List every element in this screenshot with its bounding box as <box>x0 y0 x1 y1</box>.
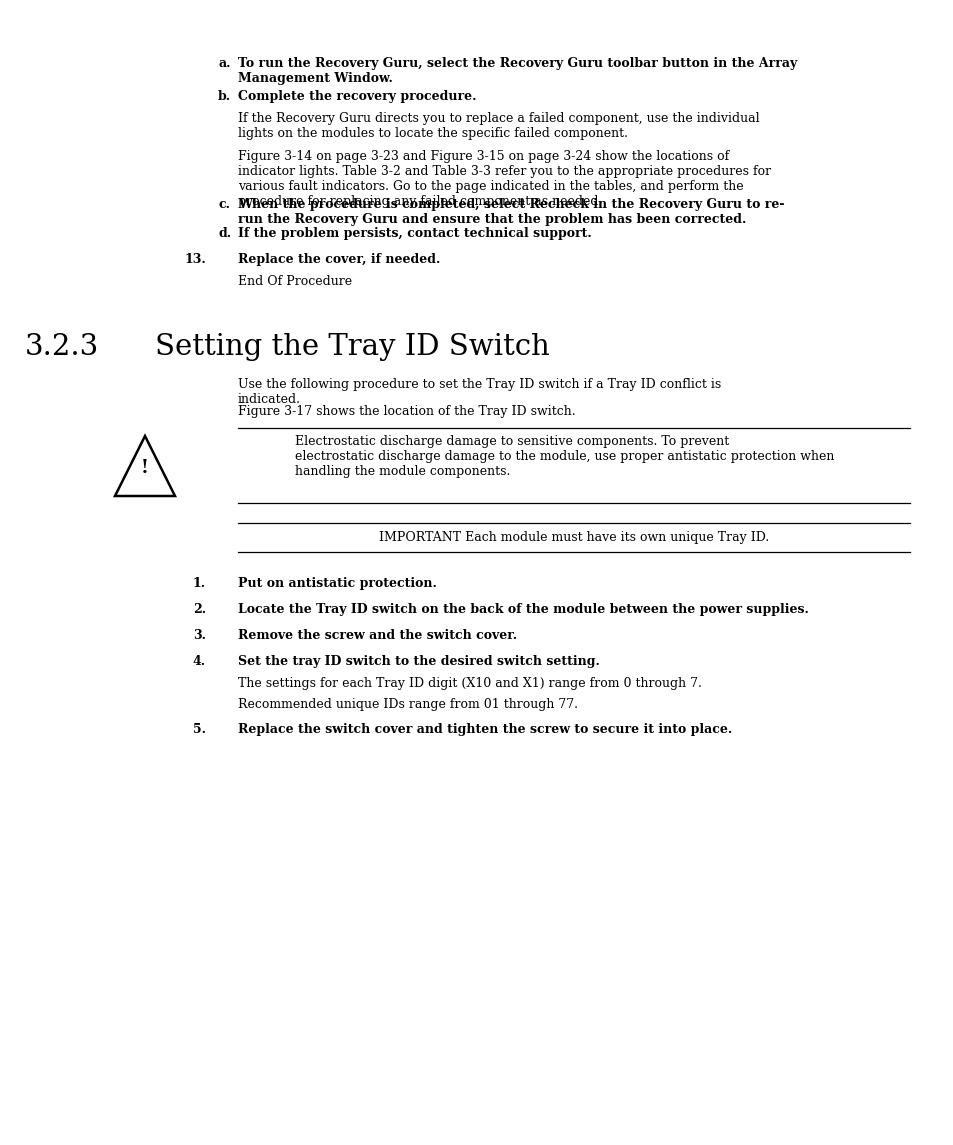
Text: d.: d. <box>218 227 231 240</box>
Text: 1.: 1. <box>193 577 206 590</box>
Text: !: ! <box>141 459 149 477</box>
Text: Replace the cover, if needed.: Replace the cover, if needed. <box>237 253 440 266</box>
Text: 3.: 3. <box>193 629 206 642</box>
Text: 2.: 2. <box>193 603 206 616</box>
Text: IMPORTANT Each module must have its own unique Tray ID.: IMPORTANT Each module must have its own … <box>378 531 768 545</box>
Text: End Of Procedure: End Of Procedure <box>237 275 352 289</box>
Text: Complete the recovery procedure.: Complete the recovery procedure. <box>237 90 476 103</box>
Text: Figure 3-14 on page 3-23 and Figure 3-15 on page 3-24 show the locations of
indi: Figure 3-14 on page 3-23 and Figure 3-15… <box>237 150 770 208</box>
Text: Recommended unique IDs range from 01 through 77.: Recommended unique IDs range from 01 thr… <box>237 698 578 711</box>
Text: Electrostatic discharge damage to sensitive components. To prevent
electrostatic: Electrostatic discharge damage to sensit… <box>294 435 834 477</box>
Text: Use the following procedure to set the Tray ID switch if a Tray ID conflict is
i: Use the following procedure to set the T… <box>237 378 720 406</box>
Text: Remove the screw and the switch cover.: Remove the screw and the switch cover. <box>237 629 517 642</box>
Text: 3.2.3: 3.2.3 <box>25 333 99 361</box>
Text: To run the Recovery Guru, select the Recovery Guru toolbar button in the Array
M: To run the Recovery Guru, select the Rec… <box>237 57 797 85</box>
Text: a.: a. <box>218 57 231 70</box>
Text: 5.: 5. <box>193 722 206 736</box>
Text: Put on antistatic protection.: Put on antistatic protection. <box>237 577 436 590</box>
Text: Locate the Tray ID switch on the back of the module between the power supplies.: Locate the Tray ID switch on the back of… <box>237 603 808 616</box>
Text: Replace the switch cover and tighten the screw to secure it into place.: Replace the switch cover and tighten the… <box>237 722 732 736</box>
Text: The settings for each Tray ID digit (X10 and X1) range from 0 through 7.: The settings for each Tray ID digit (X10… <box>237 677 701 690</box>
Text: When the procedure is completed, select Recheck in the Recovery Guru to re-
run : When the procedure is completed, select … <box>237 198 783 226</box>
Text: c.: c. <box>218 198 230 211</box>
Text: If the problem persists, contact technical support.: If the problem persists, contact technic… <box>237 227 591 240</box>
Text: Set the tray ID switch to the desired switch setting.: Set the tray ID switch to the desired sw… <box>237 655 599 668</box>
Text: Figure 3-17 shows the location of the Tray ID switch.: Figure 3-17 shows the location of the Tr… <box>237 405 575 418</box>
Text: If the Recovery Guru directs you to replace a failed component, use the individu: If the Recovery Guru directs you to repl… <box>237 112 759 140</box>
Text: b.: b. <box>218 90 231 103</box>
Text: 13.: 13. <box>184 253 206 266</box>
Text: 4.: 4. <box>193 655 206 668</box>
Text: Setting the Tray ID Switch: Setting the Tray ID Switch <box>154 333 549 361</box>
